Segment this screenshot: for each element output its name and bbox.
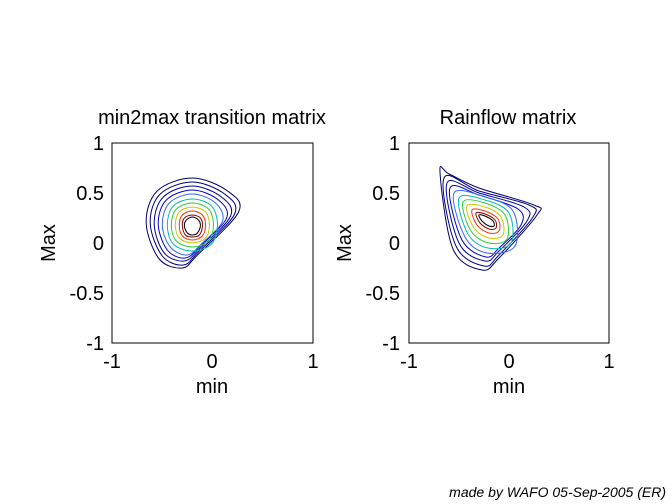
rainflow-contour-level-5 (462, 199, 510, 245)
min2max-ylabel: Max (38, 224, 60, 262)
rainflow-xtick-0: 0 (503, 351, 514, 373)
min2max-xtick-neg-1: -1 (103, 351, 121, 373)
min2max-panel: min2max transition matrix 1 0.5 0 -0.5 -… (38, 107, 326, 398)
min2max-contour-level-7 (161, 193, 224, 256)
min2max-contour-level-1 (183, 216, 201, 236)
min2max-contour-level-3 (178, 210, 207, 241)
rainflow-ytick-1: 1 (389, 133, 400, 155)
rainflow-contour-level-6 (457, 194, 514, 250)
rainflow-ytick-neg-1: -1 (382, 333, 400, 355)
min2max-ytick-0-5: 0.5 (76, 183, 104, 205)
min2max-ytick-neg-0-5: -0.5 (70, 283, 104, 305)
min2max-contour-level-2 (181, 214, 203, 238)
min2max-contour-level-10 (149, 181, 237, 266)
min2max-contour-level-9 (153, 185, 233, 262)
min2max-contours (145, 177, 241, 269)
min2max-ytick-neg-1: -1 (86, 333, 104, 355)
rainflow-ytick-neg-0-5: -0.5 (366, 283, 400, 305)
rainflow-contour-level-10 (442, 175, 537, 267)
rainflow-panel: Rainflow matrix 1 0.5 0 -0.5 -1 -1 0 1 m… (334, 107, 615, 398)
rainflow-contour-level-9 (445, 180, 531, 262)
min2max-xtick-0: 0 (206, 351, 217, 373)
rainflow-contour-level-7 (452, 189, 519, 255)
rainflow-contour-level-1 (478, 214, 495, 228)
rainflow-title: Rainflow matrix (440, 107, 577, 129)
min2max-title: min2max transition matrix (98, 107, 326, 129)
rainflow-contours (439, 165, 542, 271)
min2max-contour-level-5 (170, 202, 215, 248)
rainflow-contour-level-3 (471, 208, 501, 234)
rainflow-xtick-1: 1 (603, 351, 614, 373)
rainflow-xtick-neg-1: -1 (400, 351, 418, 373)
rainflow-axes-box (408, 142, 610, 344)
rainflow-xlabel: min (493, 376, 525, 398)
rainflow-contour-level-4 (466, 203, 505, 240)
rainflow-contour-level-2 (475, 211, 498, 230)
min2max-contour-level-6 (166, 198, 219, 252)
min2max-contour-level-8 (157, 189, 228, 259)
min2max-contour-level-4 (174, 206, 211, 244)
rainflow-ytick-0: 0 (389, 233, 400, 255)
min2max-ytick-1: 1 (93, 133, 104, 155)
min2max-xlabel: min (196, 376, 228, 398)
rainflow-ytick-0-5: 0.5 (372, 183, 400, 205)
min2max-xtick-1: 1 (307, 351, 318, 373)
min2max-contour-level-11 (145, 177, 241, 269)
rainflow-contour-level-11 (439, 165, 542, 271)
min2max-ytick-0: 0 (93, 233, 104, 255)
wafo-credit: made by WAFO 05-Sep-2005 (ER) (449, 484, 666, 500)
rainflow-ylabel: Max (334, 224, 356, 262)
